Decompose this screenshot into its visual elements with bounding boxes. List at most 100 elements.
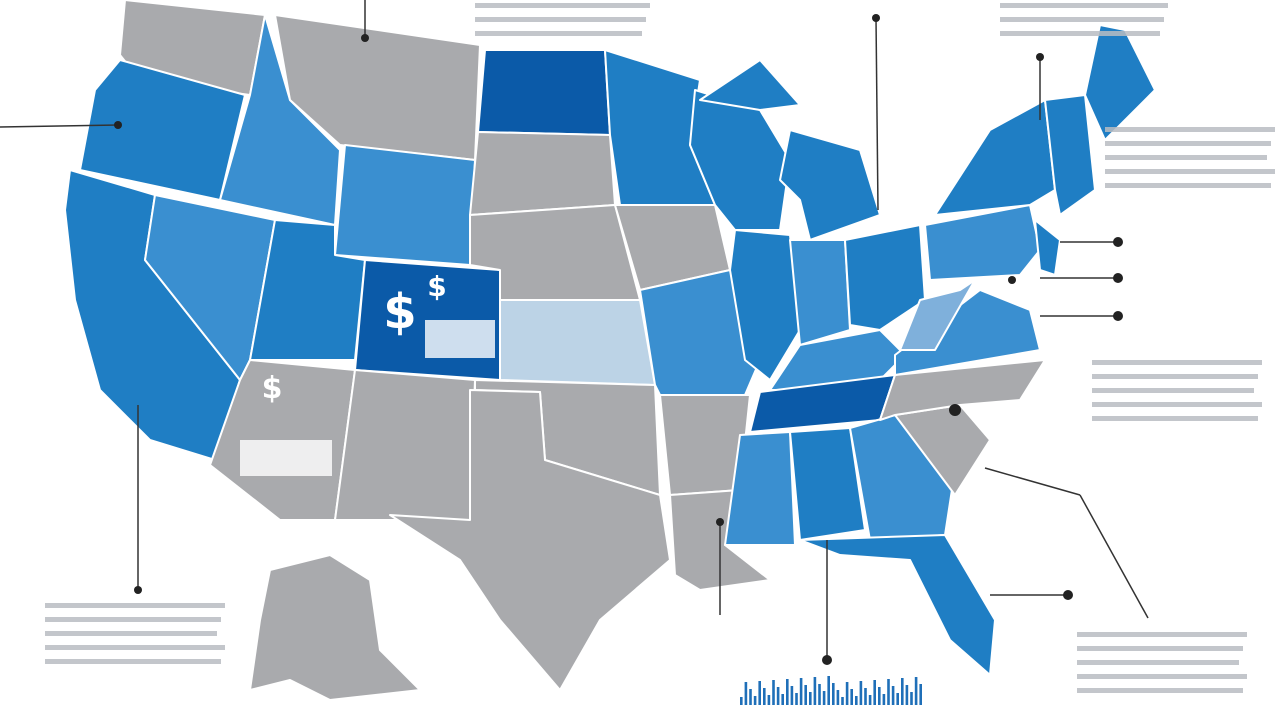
text-line — [1105, 155, 1267, 160]
text-line — [45, 645, 225, 650]
text-line — [1077, 646, 1243, 651]
leader-dot — [872, 14, 880, 22]
leader-dot — [1113, 237, 1123, 247]
text-line — [905, 685, 909, 705]
text-line — [855, 696, 858, 705]
text-line — [475, 17, 646, 22]
leader-dot — [1036, 53, 1044, 61]
state — [729, 229, 801, 381]
bars-icon — [240, 440, 332, 476]
text-line — [804, 685, 807, 705]
state — [699, 59, 801, 111]
text-line — [763, 688, 766, 705]
text-line — [864, 688, 867, 705]
alaska — [249, 554, 421, 701]
state — [899, 279, 976, 351]
text-line — [882, 694, 886, 705]
text-line — [887, 679, 890, 705]
state — [799, 534, 996, 676]
state — [789, 239, 851, 346]
leader-line — [984, 467, 1081, 496]
leader-dot — [1113, 273, 1123, 283]
leader-dot — [361, 34, 369, 42]
state — [769, 329, 906, 391]
dollar-icon: $ — [383, 284, 416, 340]
text-line — [740, 697, 743, 705]
text-line — [901, 678, 904, 705]
text-line — [1092, 416, 1258, 421]
text-line — [786, 679, 789, 705]
state — [1034, 219, 1061, 276]
state — [844, 224, 926, 331]
text-line — [809, 692, 812, 705]
text-line — [475, 3, 650, 8]
text-placeholders — [45, 3, 1275, 693]
text-line — [1092, 374, 1258, 379]
text-line — [896, 693, 899, 705]
icons: $ $ $ — [240, 270, 495, 476]
text-line — [776, 687, 780, 705]
text-line — [914, 677, 918, 705]
state — [724, 431, 796, 546]
leader-dot — [1008, 276, 1016, 284]
text-line — [1000, 3, 1168, 8]
text-line — [1077, 688, 1243, 693]
text-line — [1000, 17, 1164, 22]
state — [1044, 94, 1096, 216]
dollar-icon: $ — [427, 270, 446, 303]
state — [789, 427, 866, 541]
leader-line — [875, 17, 879, 211]
text-line — [822, 691, 826, 705]
text-line — [1077, 660, 1239, 665]
text-line — [836, 690, 840, 705]
state — [934, 99, 1056, 216]
leader-line — [0, 124, 119, 128]
text-line — [772, 680, 775, 705]
text-line — [1092, 402, 1262, 407]
leader-dot — [716, 518, 724, 526]
text-line — [813, 677, 817, 705]
leader-line — [1079, 494, 1149, 619]
text-line — [910, 692, 913, 705]
text-line — [799, 678, 803, 705]
text-line — [1077, 632, 1247, 637]
text-line — [45, 603, 225, 608]
text-line — [1105, 127, 1275, 132]
state — [334, 369, 476, 521]
text-line — [878, 687, 881, 705]
text-line — [45, 659, 221, 664]
text-line — [475, 31, 642, 36]
text-line — [795, 693, 798, 705]
leaders — [0, 0, 1149, 665]
state — [334, 144, 476, 266]
text-line — [841, 697, 844, 705]
state — [924, 204, 1041, 281]
leader-dot — [114, 121, 122, 129]
text-line — [891, 686, 895, 705]
state — [689, 89, 791, 231]
text-line — [919, 684, 922, 705]
text-line — [1105, 169, 1275, 174]
text-line — [744, 682, 748, 705]
text-line — [832, 683, 835, 705]
mini-bar-graphic — [740, 676, 922, 705]
bars-icon — [425, 320, 495, 358]
leader-dot — [1113, 311, 1123, 321]
state — [79, 59, 246, 201]
dollar-icon: $ — [262, 371, 283, 406]
leader-dot — [134, 586, 142, 594]
state — [894, 289, 1041, 376]
state — [477, 49, 611, 136]
text-line — [753, 696, 757, 705]
text-line — [868, 695, 872, 705]
text-line — [758, 681, 761, 705]
text-line — [1000, 31, 1160, 36]
state — [389, 389, 671, 691]
text-line — [1092, 388, 1254, 393]
leader-dot — [1063, 590, 1073, 600]
text-line — [873, 680, 876, 705]
leader-dot — [822, 655, 832, 665]
text-line — [749, 689, 752, 705]
